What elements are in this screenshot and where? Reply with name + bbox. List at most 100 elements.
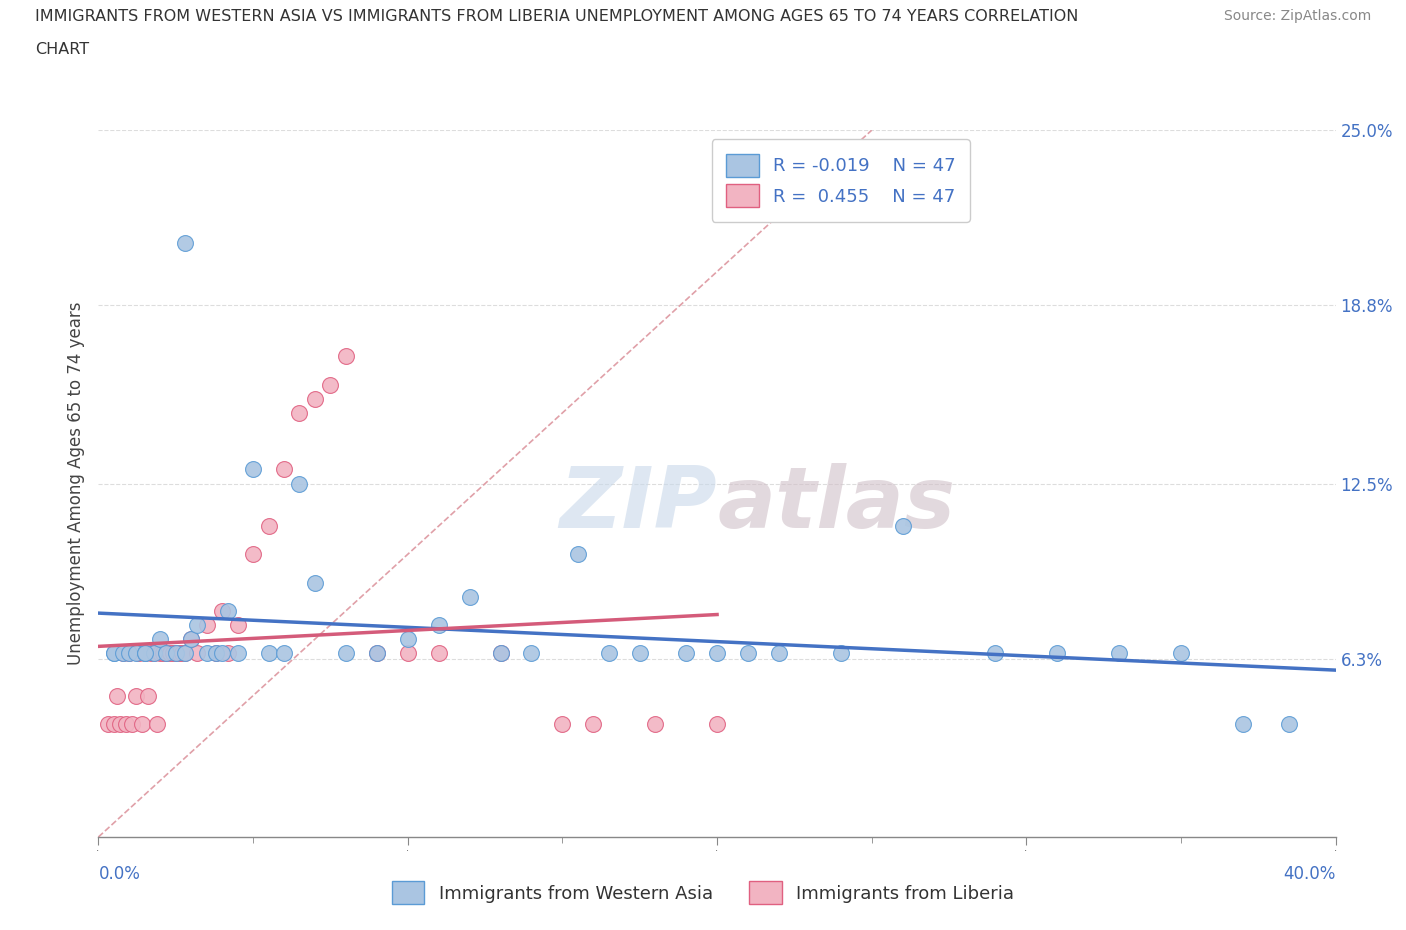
Point <box>628 645 651 660</box>
Point <box>226 618 249 632</box>
Point <box>134 645 156 660</box>
Point <box>366 645 388 660</box>
Point <box>768 645 790 660</box>
Point <box>118 645 141 660</box>
Point <box>143 645 166 660</box>
Point <box>706 716 728 731</box>
Point <box>273 462 295 477</box>
Point <box>112 645 135 660</box>
Point <box>1108 645 1130 660</box>
Point <box>139 645 162 660</box>
Point <box>242 547 264 562</box>
Point <box>288 476 311 491</box>
Point <box>152 645 174 660</box>
Point <box>675 645 697 660</box>
Point <box>155 645 177 660</box>
Point <box>121 716 143 731</box>
Point <box>118 645 141 660</box>
Point <box>124 645 146 660</box>
Text: atlas: atlas <box>717 463 955 546</box>
Legend: Immigrants from Western Asia, Immigrants from Liberia: Immigrants from Western Asia, Immigrants… <box>385 874 1021 911</box>
Point <box>427 645 450 660</box>
Point <box>226 645 249 660</box>
Point <box>304 392 326 406</box>
Point <box>134 645 156 660</box>
Point <box>205 645 228 660</box>
Point <box>103 645 125 660</box>
Point <box>103 645 125 660</box>
Point <box>319 378 342 392</box>
Point <box>143 645 166 660</box>
Text: 0.0%: 0.0% <box>98 865 141 884</box>
Point <box>159 645 181 660</box>
Point <box>396 645 419 660</box>
Point <box>891 519 914 534</box>
Point <box>165 645 187 660</box>
Point <box>115 716 138 731</box>
Text: 40.0%: 40.0% <box>1284 865 1336 884</box>
Point <box>205 645 228 660</box>
Point <box>427 618 450 632</box>
Point <box>174 236 197 251</box>
Point <box>489 645 512 660</box>
Point <box>830 645 852 660</box>
Point <box>273 645 295 660</box>
Point <box>567 547 589 562</box>
Text: IMMIGRANTS FROM WESTERN ASIA VS IMMIGRANTS FROM LIBERIA UNEMPLOYMENT AMONG AGES : IMMIGRANTS FROM WESTERN ASIA VS IMMIGRAN… <box>35 9 1078 24</box>
Point <box>257 645 280 660</box>
Point <box>366 645 388 660</box>
Point <box>1278 716 1301 731</box>
Point <box>149 645 172 660</box>
Point <box>180 631 202 646</box>
Point <box>1046 645 1069 660</box>
Point <box>551 716 574 731</box>
Point <box>155 645 177 660</box>
Point <box>396 631 419 646</box>
Point <box>134 645 156 660</box>
Point <box>211 604 233 618</box>
Point <box>165 645 187 660</box>
Point <box>170 645 193 660</box>
Point <box>217 645 239 660</box>
Point <box>186 618 208 632</box>
Point <box>217 604 239 618</box>
Point <box>97 716 120 731</box>
Point <box>174 645 197 660</box>
Point <box>195 618 218 632</box>
Point <box>304 575 326 590</box>
Point <box>257 519 280 534</box>
Point <box>582 716 605 731</box>
Point <box>211 645 233 660</box>
Point <box>706 645 728 660</box>
Point <box>288 405 311 420</box>
Point <box>108 716 131 731</box>
Point <box>136 688 159 703</box>
Point <box>105 688 128 703</box>
Point <box>737 645 759 660</box>
Point <box>1170 645 1192 660</box>
Text: CHART: CHART <box>35 42 89 57</box>
Point <box>167 645 190 660</box>
Point <box>124 688 146 703</box>
Point <box>149 631 172 646</box>
Point <box>180 631 202 646</box>
Point <box>146 716 169 731</box>
Legend: R = -0.019    N = 47, R =  0.455    N = 47: R = -0.019 N = 47, R = 0.455 N = 47 <box>711 140 970 221</box>
Point <box>174 645 197 660</box>
Point <box>242 462 264 477</box>
Point <box>458 590 481 604</box>
Point <box>644 716 666 731</box>
Point <box>195 645 218 660</box>
Text: Source: ZipAtlas.com: Source: ZipAtlas.com <box>1223 9 1371 23</box>
Point <box>1232 716 1254 731</box>
Text: ZIP: ZIP <box>560 463 717 546</box>
Point <box>984 645 1007 660</box>
Y-axis label: Unemployment Among Ages 65 to 74 years: Unemployment Among Ages 65 to 74 years <box>66 302 84 665</box>
Point <box>131 716 153 731</box>
Point <box>520 645 543 660</box>
Point <box>103 716 125 731</box>
Point <box>598 645 620 660</box>
Point <box>162 645 184 660</box>
Point <box>335 349 357 364</box>
Point <box>128 645 150 660</box>
